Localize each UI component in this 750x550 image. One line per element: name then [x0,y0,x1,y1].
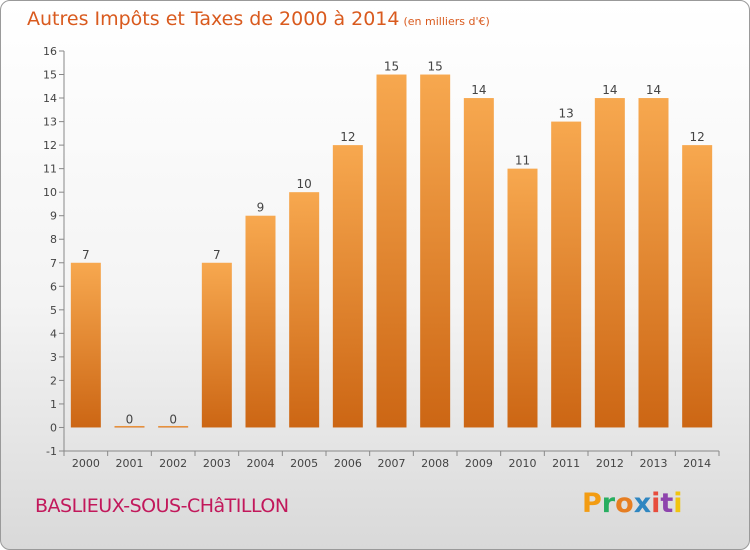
chart-title-text: Autres Impôts et Taxes de 2000 à 2014 [27,8,400,30]
y-tick-label: 6 [50,280,57,293]
data-label-2007: 15 [384,60,399,74]
bar-2009 [463,98,494,428]
data-label-2014: 12 [690,130,705,144]
data-label-2011: 13 [559,107,574,121]
y-tick-label: 8 [50,233,57,246]
y-tick-label: 0 [50,421,57,434]
bar-2001 [114,425,145,428]
data-label-2006: 12 [340,130,355,144]
x-tick-label: 2012 [596,457,624,470]
bar-2003 [201,262,232,428]
data-label-2004: 9 [257,201,265,215]
proxiti-logo[interactable]: Proxiti [582,488,683,519]
x-tick-label: 2001 [116,457,144,470]
y-tick-label: 10 [43,186,57,199]
logo-letter: P [582,488,602,519]
y-tick-label: 7 [50,257,57,270]
logo-letter: r [601,488,616,519]
y-tick-label: -1 [46,445,57,458]
data-label-2013: 14 [646,83,661,97]
data-label-2001: 0 [126,412,134,426]
chart-title: Autres Impôts et Taxes de 2000 à 2014 (en… [27,8,490,30]
y-tick-label: 12 [43,139,57,152]
data-label-2010: 11 [515,154,530,168]
bar-2008 [420,74,451,428]
y-tick-label: 5 [50,304,57,317]
data-label-2009: 14 [471,83,486,97]
data-label-2008: 15 [428,60,443,74]
data-label-2000: 7 [82,248,90,262]
y-tick-label: 16 [43,45,57,58]
data-label-2002: 0 [169,412,177,426]
x-tick-label: 2003 [203,457,231,470]
bar-2000 [70,262,101,428]
bar-2002 [158,425,189,428]
y-tick-label: 9 [50,210,57,223]
logo-letter: t [660,488,674,519]
y-tick-label: 13 [43,116,57,129]
x-tick-label: 2008 [421,457,449,470]
x-tick-label: 2000 [72,457,100,470]
x-tick-label: 2014 [683,457,711,470]
bar-2014 [682,145,713,428]
logo-letter: i [651,488,661,519]
x-tick-label: 2006 [334,457,362,470]
logo-letter: o [615,488,634,519]
x-tick-label: 2011 [552,457,580,470]
x-tick-label: 2009 [465,457,493,470]
y-tick-label: 11 [43,163,57,176]
data-label-2012: 14 [602,83,617,97]
x-tick-label: 2005 [290,457,318,470]
data-label-2003: 7 [213,248,221,262]
bar-2006 [332,145,363,428]
y-tick-label: 14 [43,92,57,105]
y-tick-label: 2 [50,374,57,387]
x-tick-label: 2002 [159,457,187,470]
bar-2010 [507,168,538,428]
x-tick-label: 2010 [509,457,537,470]
data-label-2005: 10 [297,177,312,191]
bar-2005 [289,192,320,428]
y-tick-label: 15 [43,69,57,82]
bar-2011 [551,121,582,428]
logo-letter: x [633,488,652,519]
x-tick-label: 2007 [378,457,406,470]
x-tick-label: 2004 [247,457,275,470]
y-tick-label: 4 [50,327,57,340]
x-tick-label: 2013 [640,457,668,470]
bar-2007 [376,74,407,428]
chart-subtitle: (en milliers d'€) [403,15,490,28]
bar-2013 [638,98,669,428]
y-tick-label: 1 [50,398,57,411]
bar-2004 [245,215,276,428]
place-name: BASLIEUX-SOUS-CHâTILLON [35,495,289,517]
logo-letter: i [673,488,683,519]
y-tick-label: 3 [50,351,57,364]
bar-2012 [594,98,625,428]
